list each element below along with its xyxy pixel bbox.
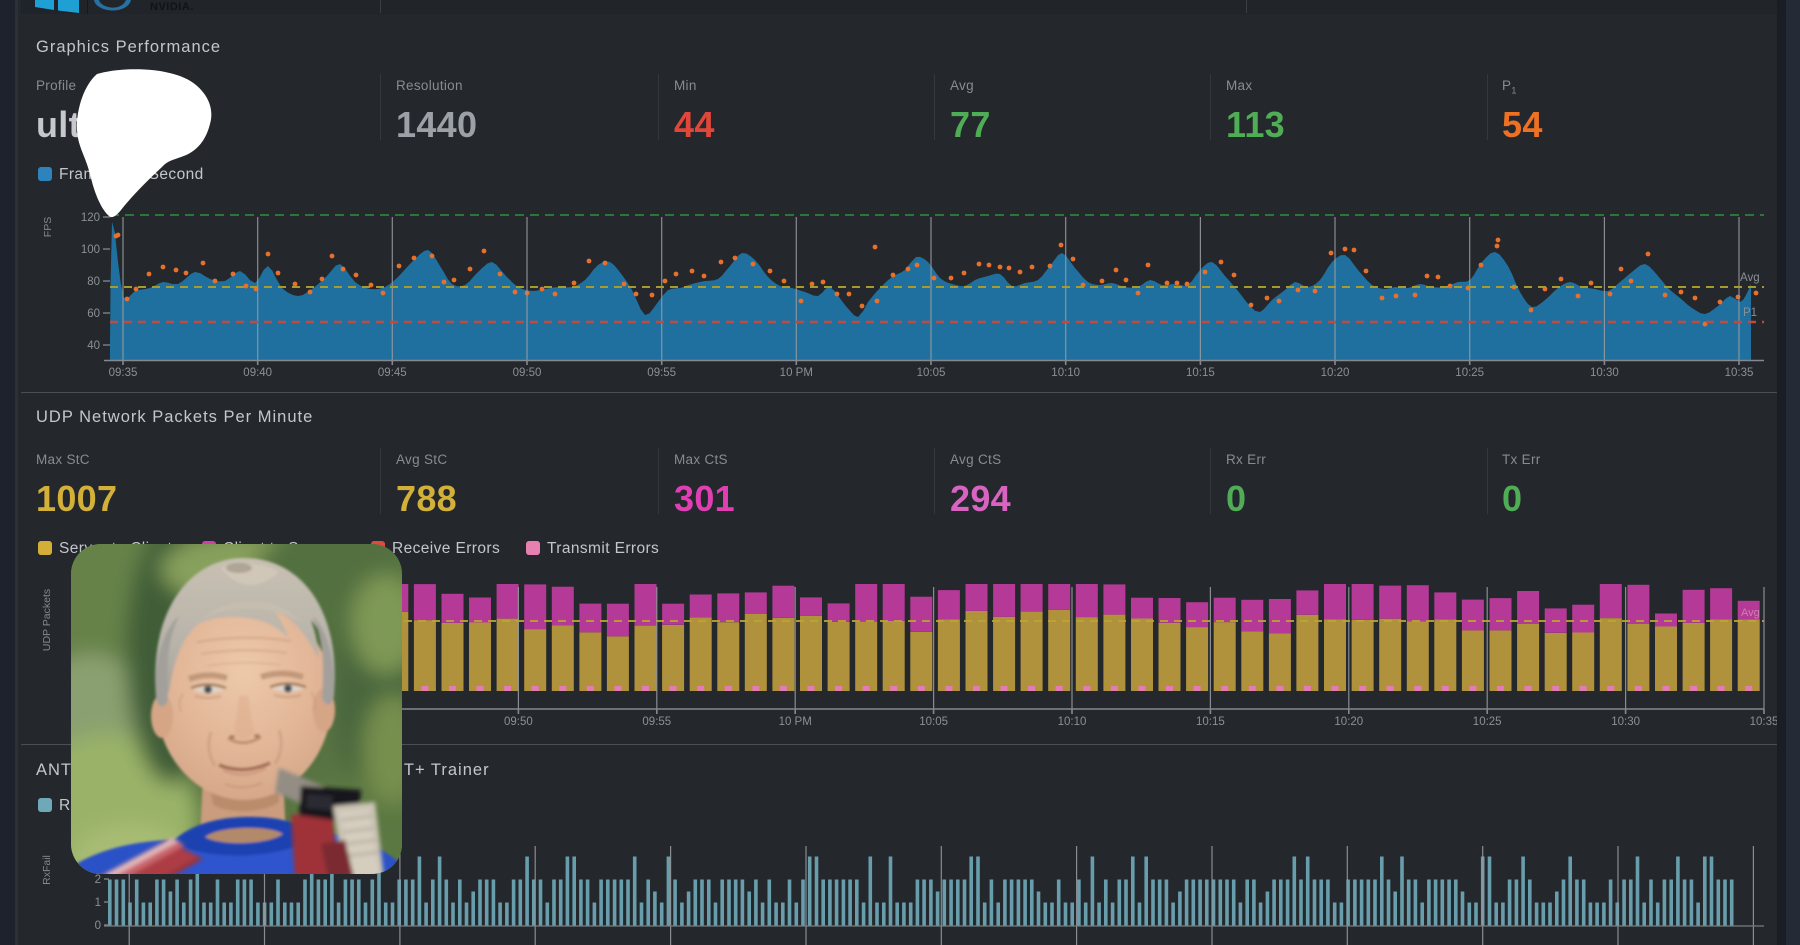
- svg-text:1: 1: [95, 897, 101, 909]
- svg-text:09:50: 09:50: [504, 716, 533, 728]
- svg-text:10:30: 10:30: [1611, 716, 1640, 728]
- svg-text:NVIDIA.: NVIDIA.: [150, 1, 194, 13]
- svg-text:10:20: 10:20: [1334, 716, 1363, 728]
- svg-text:80: 80: [87, 276, 100, 288]
- svg-text:10 PM: 10 PM: [780, 367, 813, 379]
- svg-text:10:10: 10:10: [1058, 716, 1087, 728]
- svg-text:10:10: 10:10: [1051, 367, 1080, 379]
- svg-text:10:15: 10:15: [1196, 716, 1225, 728]
- svg-text:09:35: 09:35: [109, 367, 138, 379]
- svg-text:Avg: Avg: [1741, 607, 1760, 619]
- svg-text:Avg: Avg: [1740, 272, 1760, 284]
- svg-text:10:30: 10:30: [1590, 367, 1619, 379]
- svg-text:09:45: 09:45: [378, 367, 407, 379]
- svg-text:10:35: 10:35: [1725, 367, 1754, 379]
- svg-text:40: 40: [87, 340, 100, 352]
- svg-text:10:35: 10:35: [1750, 716, 1779, 728]
- svg-text:2: 2: [95, 874, 101, 886]
- svg-text:10:25: 10:25: [1455, 367, 1484, 379]
- svg-text:RxFail: RxFail: [41, 855, 53, 885]
- svg-text:10:20: 10:20: [1321, 367, 1350, 379]
- svg-text:100: 100: [81, 244, 100, 256]
- svg-text:09:50: 09:50: [513, 367, 542, 379]
- svg-text:10:15: 10:15: [1186, 367, 1215, 379]
- svg-text:0: 0: [95, 920, 101, 932]
- svg-text:10:05: 10:05: [917, 367, 946, 379]
- svg-text:P1: P1: [1743, 307, 1757, 319]
- svg-text:FPS: FPS: [42, 217, 54, 237]
- svg-text:09:40: 09:40: [243, 367, 272, 379]
- svg-text:120: 120: [81, 212, 100, 224]
- svg-text:60: 60: [87, 308, 100, 320]
- svg-text:UDP Packets: UDP Packets: [41, 589, 53, 651]
- svg-text:09:55: 09:55: [642, 716, 671, 728]
- svg-text:10:25: 10:25: [1473, 716, 1502, 728]
- svg-text:10 PM: 10 PM: [779, 716, 812, 728]
- svg-text:10:05: 10:05: [919, 716, 948, 728]
- svg-text:09:55: 09:55: [647, 367, 676, 379]
